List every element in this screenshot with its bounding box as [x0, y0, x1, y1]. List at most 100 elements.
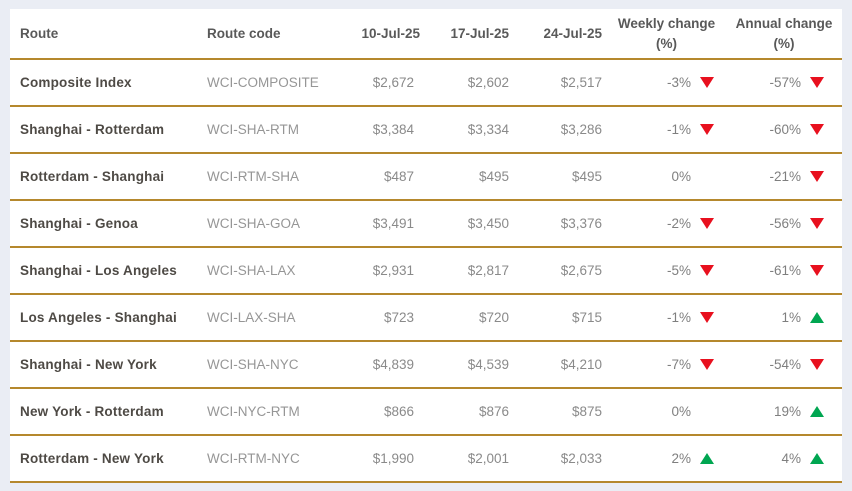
route-name: Shanghai - Los Angeles — [20, 263, 177, 278]
rate-value: $875 — [571, 404, 602, 419]
annual-change-value: 1% — [781, 310, 801, 325]
weekly-change-value: -2% — [666, 216, 691, 231]
annual-change-value: -60% — [769, 122, 801, 137]
column-header-route: Route — [20, 26, 59, 41]
rate-value: $3,384 — [372, 122, 414, 137]
rate-value: $2,033 — [560, 451, 602, 466]
route-code: WCI-NYC-RTM — [207, 404, 300, 419]
annual-change-value: 19% — [773, 404, 801, 419]
annual-change-value: -61% — [769, 263, 801, 278]
weekly-change-arrow-icon — [700, 124, 714, 135]
rate-value: $2,602 — [467, 75, 509, 90]
rate-value: $2,672 — [372, 75, 414, 90]
rate-value: $3,286 — [560, 122, 602, 137]
rate-value: $866 — [383, 404, 414, 419]
table-row: Shanghai - Rotterdam WCI-SHA-RTM $3,384 … — [10, 106, 842, 153]
column-header-weekly-change: Weekly change (%) — [617, 15, 716, 51]
rate-value: $495 — [478, 169, 509, 184]
rate-value: $2,517 — [560, 75, 602, 90]
column-header-date-2: 17-Jul-25 — [450, 26, 509, 41]
route-code: WCI-SHA-GOA — [207, 216, 300, 231]
weekly-change-arrow-icon — [700, 77, 714, 88]
rate-value: $715 — [571, 310, 602, 325]
rates-table-card: Route Route code 10-Jul-25 17-Jul-25 24-… — [10, 9, 842, 483]
table-row: Shanghai - Genoa WCI-SHA-GOA $3,491 $3,4… — [10, 200, 842, 247]
route-name: Composite Index — [20, 75, 132, 90]
weekly-change-value: 2% — [671, 451, 691, 466]
weekly-change-arrow-icon — [700, 406, 714, 417]
annual-change-value: -57% — [769, 75, 801, 90]
rate-value: $876 — [478, 404, 509, 419]
route-code: WCI-COMPOSITE — [207, 75, 319, 90]
annual-change-arrow-icon — [810, 77, 824, 88]
column-header-annual-change: Annual change (%) — [735, 15, 833, 51]
route-name: New York - Rotterdam — [20, 404, 164, 419]
rate-value: $723 — [383, 310, 414, 325]
rate-value: $4,210 — [560, 357, 602, 372]
column-header-route-code: Route code — [207, 26, 281, 41]
weekly-change-value: 0% — [671, 404, 691, 419]
route-name: Shanghai - New York — [20, 357, 157, 372]
annual-change-value: 4% — [781, 451, 801, 466]
table-row: Los Angeles - Shanghai WCI-LAX-SHA $723 … — [10, 294, 842, 341]
route-code: WCI-LAX-SHA — [207, 310, 296, 325]
route-code: WCI-RTM-SHA — [207, 169, 299, 184]
route-name: Shanghai - Rotterdam — [20, 122, 165, 137]
annual-change-arrow-icon — [810, 406, 824, 417]
weekly-change-arrow-icon — [700, 171, 714, 182]
annual-change-value: -56% — [769, 216, 801, 231]
rate-value: $3,376 — [560, 216, 602, 231]
annual-change-arrow-icon — [810, 218, 824, 229]
rate-value: $2,931 — [372, 263, 414, 278]
annual-change-arrow-icon — [810, 171, 824, 182]
route-name: Shanghai - Genoa — [20, 216, 138, 231]
rate-value: $4,839 — [372, 357, 414, 372]
rate-value: $1,990 — [372, 451, 414, 466]
route-code: WCI-SHA-NYC — [207, 357, 299, 372]
weekly-change-arrow-icon — [700, 265, 714, 276]
annual-change-arrow-icon — [810, 359, 824, 370]
route-name: Rotterdam - New York — [20, 451, 164, 466]
rate-value: $487 — [383, 169, 414, 184]
weekly-change-value: -1% — [666, 310, 691, 325]
weekly-change-value: -3% — [666, 75, 691, 90]
table-row: Shanghai - New York WCI-SHA-NYC $4,839 $… — [10, 341, 842, 388]
annual-change-arrow-icon — [810, 265, 824, 276]
annual-change-arrow-icon — [810, 312, 824, 323]
annual-change-value: -54% — [769, 357, 801, 372]
weekly-change-arrow-icon — [700, 453, 714, 464]
route-name: Los Angeles - Shanghai — [20, 310, 177, 325]
weekly-change-value: 0% — [671, 169, 691, 184]
route-code: WCI-SHA-LAX — [207, 263, 296, 278]
weekly-change-value: -1% — [666, 122, 691, 137]
weekly-change-arrow-icon — [700, 312, 714, 323]
rate-value: $3,334 — [467, 122, 509, 137]
wci-rates-table: Route Route code 10-Jul-25 17-Jul-25 24-… — [10, 9, 842, 483]
table-row: New York - Rotterdam WCI-NYC-RTM $866 $8… — [10, 388, 842, 435]
rate-value: $720 — [478, 310, 509, 325]
table-row: Composite Index WCI-COMPOSITE $2,672 $2,… — [10, 59, 842, 106]
column-header-date-1: 10-Jul-25 — [361, 26, 420, 41]
rate-value: $495 — [571, 169, 602, 184]
table-header-row: Route Route code 10-Jul-25 17-Jul-25 24-… — [10, 9, 842, 59]
route-code: WCI-SHA-RTM — [207, 122, 299, 137]
table-row: Rotterdam - New York WCI-RTM-NYC $1,990 … — [10, 435, 842, 482]
rate-value: $2,817 — [467, 263, 509, 278]
rate-value: $3,450 — [467, 216, 509, 231]
annual-change-value: -21% — [769, 169, 801, 184]
weekly-change-arrow-icon — [700, 218, 714, 229]
route-name: Rotterdam - Shanghai — [20, 169, 165, 184]
weekly-change-value: -7% — [666, 357, 691, 372]
rate-value: $3,491 — [372, 216, 414, 231]
rate-value: $2,675 — [560, 263, 602, 278]
rate-value: $4,539 — [467, 357, 509, 372]
table-row: Shanghai - Los Angeles WCI-SHA-LAX $2,93… — [10, 247, 842, 294]
rate-value: $2,001 — [467, 451, 509, 466]
weekly-change-arrow-icon — [700, 359, 714, 370]
table-row: Rotterdam - Shanghai WCI-RTM-SHA $487 $4… — [10, 153, 842, 200]
column-header-date-3: 24-Jul-25 — [543, 26, 602, 41]
annual-change-arrow-icon — [810, 453, 824, 464]
annual-change-arrow-icon — [810, 124, 824, 135]
weekly-change-value: -5% — [666, 263, 691, 278]
route-code: WCI-RTM-NYC — [207, 451, 300, 466]
